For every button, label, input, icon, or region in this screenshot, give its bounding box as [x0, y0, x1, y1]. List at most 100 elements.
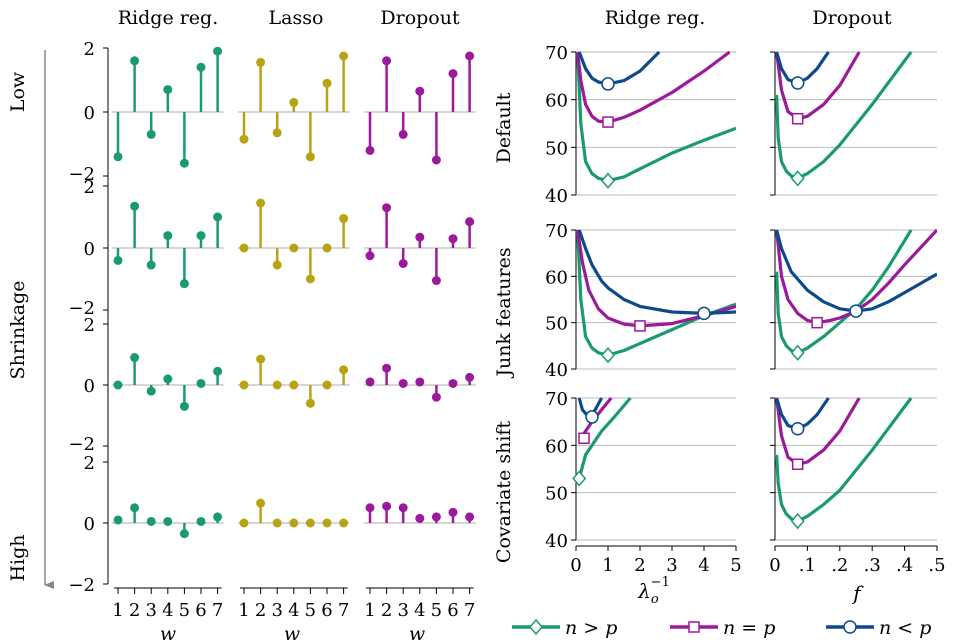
stem-point — [196, 231, 206, 241]
stem-xtick-label: 7 — [464, 600, 475, 621]
panel-ytick-label: 50 — [545, 314, 568, 335]
stem-point — [305, 274, 315, 284]
series-line — [576, 50, 731, 124]
panel-xtick-label: .5 — [928, 555, 945, 576]
line-panel: 40 50 60 70 — [545, 221, 736, 381]
stem-point — [213, 46, 223, 56]
min-marker-diamond — [601, 346, 615, 364]
left-xlabel-ridge: w — [160, 623, 176, 643]
stem-point — [113, 152, 123, 162]
min-marker-diamond — [790, 170, 805, 187]
panel-xtick-label: 0 — [570, 555, 581, 576]
stem-point — [213, 366, 223, 376]
stem-xtick-label: 2 — [255, 600, 266, 621]
series-line — [775, 229, 913, 355]
series-line — [775, 397, 861, 466]
left-xlabel-dropout: w — [409, 623, 425, 643]
left-column-titles: Ridge reg. Lasso Dropout — [118, 7, 460, 29]
series-line — [577, 229, 736, 315]
stem-ytick-label: 2 — [84, 177, 95, 198]
stem-point — [256, 198, 266, 208]
stem-xtick-label: 2 — [129, 600, 140, 621]
min-marker-circle — [585, 410, 599, 424]
stem-xtick-label: 5 — [431, 600, 442, 621]
stem-ytick-label: 0 — [84, 239, 95, 260]
min-marker-square — [791, 458, 804, 471]
stem-ytick-label: 2 — [84, 39, 95, 60]
stem-xtick-label: 6 — [195, 600, 206, 621]
stem-axes: 20−220−220−220−21 2 3 4 5 6 7 1 2 3 4 5 6 7 1 2 3 4 5 6 7 — [68, 39, 475, 621]
stem-point — [448, 507, 458, 517]
min-marker-square — [791, 112, 804, 125]
stem-point — [272, 128, 282, 138]
stem-point — [239, 243, 249, 253]
series-line — [577, 50, 661, 86]
legend-marker-n-lt-p — [843, 620, 857, 634]
min-marker-diamond — [790, 512, 805, 530]
stem-point — [113, 515, 123, 525]
legend-marker-n-gt-p — [529, 618, 543, 636]
stem-ytick-label: −2 — [68, 575, 95, 596]
stem-point — [146, 260, 156, 270]
stem-point — [130, 503, 140, 513]
stem-xtick-label: 6 — [447, 600, 458, 621]
stem-point — [289, 518, 299, 528]
stem-point — [272, 260, 282, 270]
stem-xtick-label: 4 — [414, 600, 425, 621]
stem-xtick-label: 3 — [271, 600, 282, 621]
panel-ytick-label: 70 — [545, 389, 568, 410]
stem-point — [365, 251, 375, 261]
stem-point — [415, 86, 425, 96]
stem-point — [130, 56, 140, 66]
panel-xtick-label: .1 — [799, 555, 816, 576]
stem-point — [179, 529, 189, 539]
stem-xtick-label: 3 — [397, 600, 408, 621]
panel-ytick-label: 60 — [545, 267, 568, 288]
stem-point — [322, 78, 332, 88]
stem-point — [365, 503, 375, 513]
line-panel: 40 50 60 70 — [545, 43, 736, 207]
stem-xtick-label: 4 — [162, 600, 173, 621]
stem-point — [272, 380, 282, 390]
left-xlabel-lasso: w — [284, 623, 300, 643]
min-marker-square — [578, 432, 590, 444]
line-panel — [770, 51, 937, 196]
legend-label-n-lt-p: n < p — [879, 617, 931, 639]
stem-point — [179, 279, 189, 289]
ridge-xlabel-sup: −1 — [651, 575, 670, 590]
panel-xtick-label: 4 — [698, 555, 709, 576]
panel-ytick-label: 50 — [545, 138, 568, 159]
stem-point — [415, 232, 425, 242]
stem-xtick-label: 6 — [321, 600, 332, 621]
panel-xtick-label: 0 — [769, 555, 780, 576]
stem-point — [163, 231, 173, 241]
stem-point — [289, 97, 299, 107]
stem-ytick-label: −2 — [68, 298, 95, 319]
series-line — [577, 396, 632, 479]
panel-ytick-label: 50 — [545, 484, 568, 505]
left-title-ridge: Ridge reg. — [118, 7, 219, 29]
min-marker-diamond — [572, 470, 587, 487]
stem-point — [431, 392, 441, 402]
stem-point — [163, 516, 173, 526]
stem-point — [382, 203, 392, 213]
stem-point — [465, 372, 475, 382]
series-line — [576, 229, 736, 328]
stem-point — [322, 518, 332, 528]
stem-point — [415, 513, 425, 523]
stem-point — [272, 518, 282, 528]
stem-point — [213, 212, 223, 222]
stem-point — [196, 516, 206, 526]
row-title-covariate: Covariate shift — [493, 421, 515, 564]
shrinkage-label: Shrinkage — [7, 281, 29, 380]
panel-xtick-label: 1 — [602, 555, 613, 576]
panel-xtick-label: .2 — [831, 555, 848, 576]
legend-marker-n-eq-p — [688, 621, 700, 633]
stem-point — [382, 501, 392, 511]
panel-ytick-label: 60 — [545, 91, 568, 112]
stem-point — [398, 503, 408, 513]
stem-point — [256, 354, 266, 364]
min-marker-square — [634, 320, 646, 332]
left-title-dropout: Dropout — [380, 7, 460, 29]
stem-xtick-label: 2 — [381, 600, 392, 621]
